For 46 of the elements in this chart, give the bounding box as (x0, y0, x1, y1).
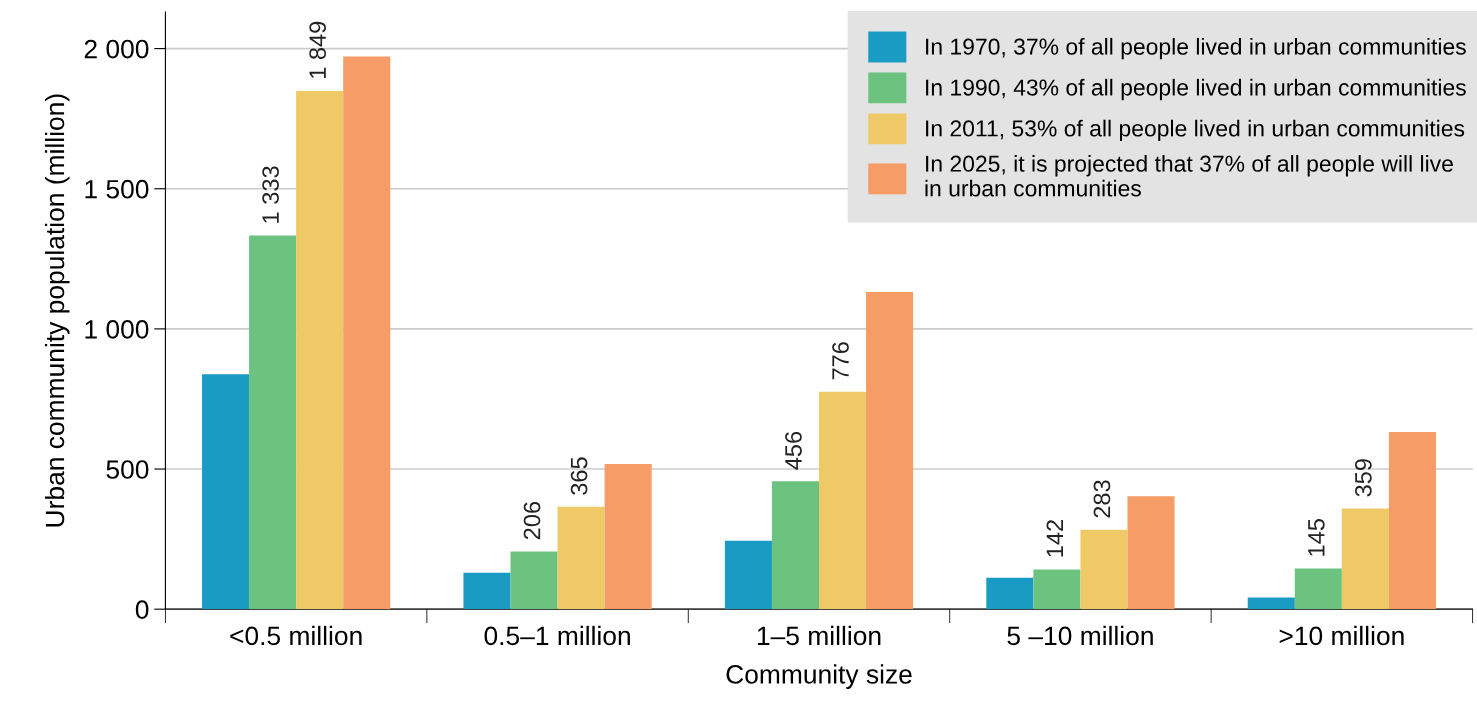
bar (866, 291, 914, 610)
data-label: 359 (1355, 459, 1372, 497)
bar (557, 506, 605, 610)
bar (1388, 432, 1436, 610)
data-label: 776 (832, 342, 849, 380)
bar (296, 90, 344, 610)
bar (1294, 568, 1342, 610)
bar (771, 481, 819, 610)
bar (1247, 597, 1295, 610)
bar (343, 56, 391, 610)
bar (1033, 569, 1081, 610)
x-tick-label: 0.5–1 million (484, 625, 630, 646)
x-tick-label: >10 million (1279, 625, 1404, 646)
y-tick-label: 1 500 (85, 179, 149, 199)
data-label: 1 333 (262, 166, 279, 223)
bar (986, 577, 1034, 610)
legend-label: In 2025, it is projected that 37% of all people will live in urban communities (925, 155, 1453, 197)
bar (604, 463, 652, 610)
data-label: 145 (1308, 519, 1325, 556)
x-axis-title: Community size (726, 664, 912, 689)
bar (819, 391, 867, 610)
bar (202, 374, 250, 610)
x-tick-label: <0.5 million (230, 625, 362, 646)
y-tick-label: 0 (135, 600, 149, 619)
y-tick-label: 1 000 (85, 320, 149, 339)
data-label: 283 (1093, 480, 1111, 518)
bar (249, 235, 297, 610)
y-tick-label: 2 000 (84, 39, 149, 59)
data-label: 206 (523, 501, 541, 540)
data-label: 456 (785, 431, 802, 470)
legend-label: In 1970, 37% of all people lived in urban communities (926, 37, 1466, 60)
bar (724, 540, 772, 610)
bar (1341, 508, 1389, 610)
bar (463, 572, 511, 610)
x-tick-label: 1–5 million (757, 625, 881, 646)
data-label: 1 849 (309, 21, 327, 79)
y-tick-label: 500 (106, 460, 149, 479)
y-axis-title: Urban community population (million) (44, 94, 70, 527)
data-label: 142 (1046, 520, 1063, 557)
legend-label: In 1990, 43% of all people lived in urban communities (926, 78, 1466, 101)
x-tick-label: 5 –10 million (1007, 625, 1153, 646)
bar (1080, 529, 1128, 610)
bar (510, 551, 558, 610)
data-label: 365 (570, 457, 588, 495)
legend-label: In 2011, 53% of all people lived in urban communities (926, 119, 1465, 142)
bar (1127, 496, 1175, 610)
